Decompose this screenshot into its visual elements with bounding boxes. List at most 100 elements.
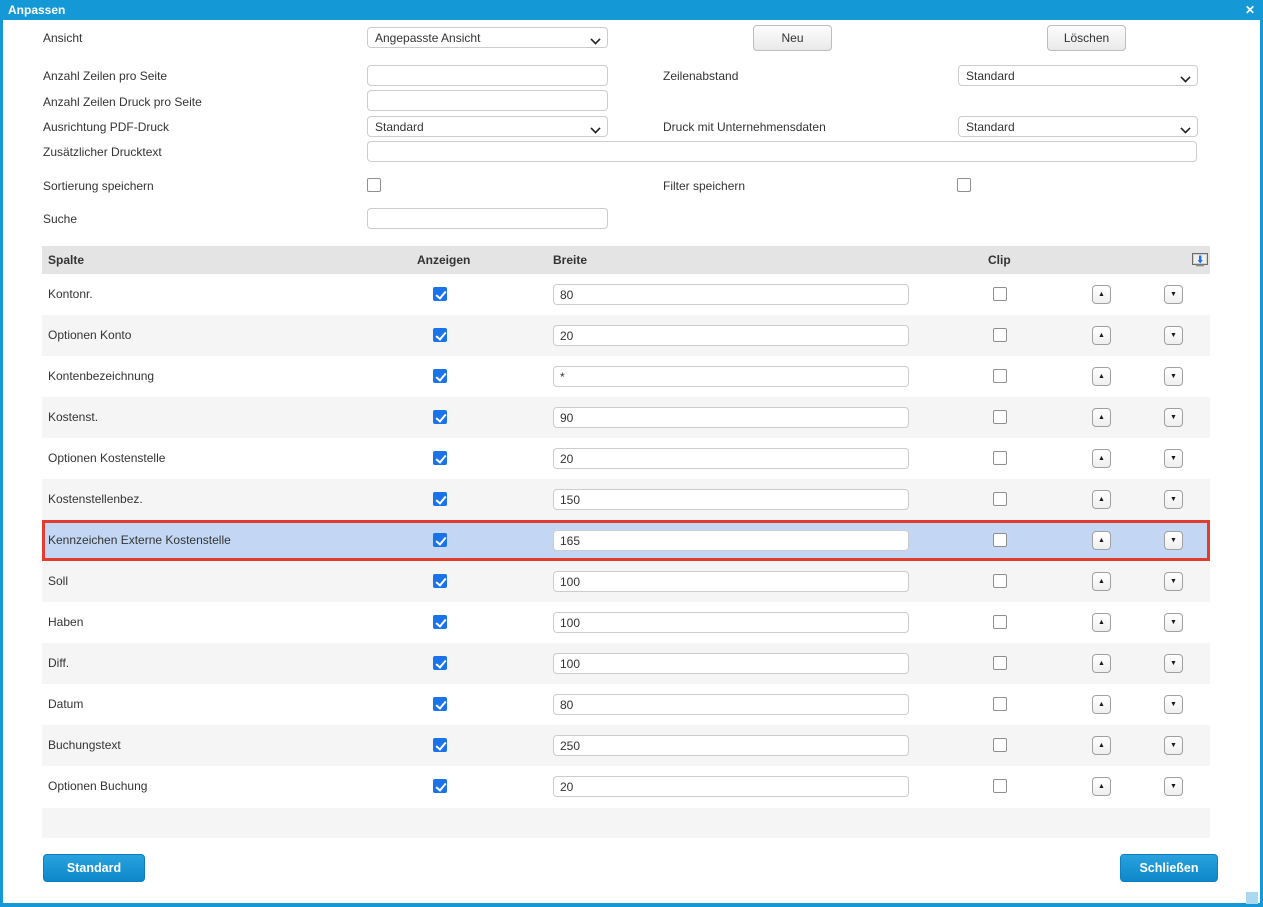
anzeigen-checkbox[interactable] <box>433 574 447 588</box>
move-down-button[interactable]: ▼ <box>1164 777 1183 796</box>
table-row[interactable]: Optionen Kostenstelle ▲ ▼ <box>42 438 1210 479</box>
move-up-button[interactable]: ▲ <box>1092 367 1111 386</box>
standard-button[interactable]: Standard <box>43 854 145 882</box>
filter-checkbox[interactable] <box>957 178 971 192</box>
table-row[interactable]: Haben ▲ ▼ <box>42 602 1210 643</box>
drucktext-input[interactable] <box>367 141 1197 162</box>
move-up-button[interactable]: ▲ <box>1092 695 1111 714</box>
clip-checkbox[interactable] <box>993 328 1007 342</box>
table-row[interactable]: Kontonr. ▲ ▼ <box>42 274 1210 315</box>
anzeigen-checkbox[interactable] <box>433 779 447 793</box>
move-down-button[interactable]: ▼ <box>1164 408 1183 427</box>
clip-checkbox[interactable] <box>993 615 1007 629</box>
sortierung-checkbox[interactable] <box>367 178 381 192</box>
clip-checkbox[interactable] <box>993 451 1007 465</box>
anzeigen-checkbox[interactable] <box>433 451 447 465</box>
up-arrow-icon: ▲ <box>1098 496 1105 503</box>
schliessen-button[interactable]: Schließen <box>1120 854 1218 882</box>
resize-grip[interactable] <box>1246 892 1258 904</box>
table-row[interactable]: Kennzeichen Externe Kostenstelle ▲ ▼ <box>42 520 1210 561</box>
clip-checkbox[interactable] <box>993 656 1007 670</box>
druck-unternehmensdaten-select[interactable]: Standard <box>958 116 1198 137</box>
anzahl-zeilen-input[interactable] <box>367 65 608 86</box>
move-up-button[interactable]: ▲ <box>1092 777 1111 796</box>
clip-checkbox[interactable] <box>993 492 1007 506</box>
close-icon[interactable]: ✕ <box>1244 3 1255 17</box>
move-up-button[interactable]: ▲ <box>1092 490 1111 509</box>
table-row[interactable]: Soll ▲ ▼ <box>42 561 1210 602</box>
move-up-button[interactable]: ▲ <box>1092 736 1111 755</box>
move-down-button[interactable]: ▼ <box>1164 736 1183 755</box>
table-row[interactable]: Optionen Buchung ▲ ▼ <box>42 766 1210 807</box>
anzeigen-checkbox[interactable] <box>433 533 447 547</box>
move-down-button[interactable]: ▼ <box>1164 572 1183 591</box>
move-down-button[interactable]: ▼ <box>1164 285 1183 304</box>
clip-checkbox[interactable] <box>993 697 1007 711</box>
breite-input[interactable] <box>553 407 909 428</box>
ausrichtung-pdf-select[interactable]: Standard <box>367 116 608 137</box>
move-up-button[interactable]: ▲ <box>1092 285 1111 304</box>
move-down-button[interactable]: ▼ <box>1164 326 1183 345</box>
breite-input[interactable] <box>553 530 909 551</box>
clip-checkbox[interactable] <box>993 410 1007 424</box>
clip-checkbox[interactable] <box>993 738 1007 752</box>
anzeigen-checkbox[interactable] <box>433 287 447 301</box>
move-up-button[interactable]: ▲ <box>1092 531 1111 550</box>
table-row[interactable]: Kontenbezeichnung ▲ ▼ <box>42 356 1210 397</box>
chevron-down-icon <box>1181 73 1189 81</box>
ansicht-label: Ansicht <box>43 31 83 45</box>
breite-input[interactable] <box>553 694 909 715</box>
anzeigen-checkbox[interactable] <box>433 697 447 711</box>
column-config-icon[interactable] <box>1192 253 1208 267</box>
move-down-button[interactable]: ▼ <box>1164 654 1183 673</box>
move-down-button[interactable]: ▼ <box>1164 490 1183 509</box>
anzeigen-checkbox[interactable] <box>433 656 447 670</box>
anzeigen-checkbox[interactable] <box>433 615 447 629</box>
clip-checkbox[interactable] <box>993 287 1007 301</box>
druck-unternehmensdaten-select-value: Standard <box>966 119 1015 134</box>
breite-input[interactable] <box>553 653 909 674</box>
table-row[interactable]: Buchungstext ▲ ▼ <box>42 725 1210 766</box>
breite-input[interactable] <box>553 489 909 510</box>
move-up-button[interactable]: ▲ <box>1092 654 1111 673</box>
move-up-button[interactable]: ▲ <box>1092 572 1111 591</box>
table-row[interactable]: Kostenst. ▲ ▼ <box>42 397 1210 438</box>
breite-input[interactable] <box>553 448 909 469</box>
suche-input[interactable] <box>367 208 608 229</box>
anzeigen-checkbox[interactable] <box>433 328 447 342</box>
move-up-button[interactable]: ▲ <box>1092 408 1111 427</box>
breite-input[interactable] <box>553 612 909 633</box>
move-down-button[interactable]: ▼ <box>1164 449 1183 468</box>
breite-input[interactable] <box>553 735 909 756</box>
move-up-button[interactable]: ▲ <box>1092 613 1111 632</box>
table-row[interactable]: Kostenstellenbez. ▲ ▼ <box>42 479 1210 520</box>
neu-button[interactable]: Neu <box>753 25 832 51</box>
table-row[interactable]: Datum ▲ ▼ <box>42 684 1210 725</box>
clip-checkbox[interactable] <box>993 533 1007 547</box>
move-up-button[interactable]: ▲ <box>1092 326 1111 345</box>
breite-input[interactable] <box>553 776 909 797</box>
table-row[interactable]: Optionen Konto ▲ ▼ <box>42 315 1210 356</box>
loeschen-button[interactable]: Löschen <box>1047 25 1126 51</box>
anzeigen-checkbox[interactable] <box>433 369 447 383</box>
table-row[interactable]: Diff. ▲ ▼ <box>42 643 1210 684</box>
move-up-button[interactable]: ▲ <box>1092 449 1111 468</box>
anzeigen-checkbox[interactable] <box>433 410 447 424</box>
move-down-button[interactable]: ▼ <box>1164 531 1183 550</box>
anzeigen-checkbox[interactable] <box>433 492 447 506</box>
move-down-button[interactable]: ▼ <box>1164 613 1183 632</box>
anzeigen-checkbox[interactable] <box>433 738 447 752</box>
clip-checkbox[interactable] <box>993 779 1007 793</box>
clip-checkbox[interactable] <box>993 574 1007 588</box>
anzahl-zeilen-druck-input[interactable] <box>367 90 608 111</box>
breite-input[interactable] <box>553 571 909 592</box>
down-arrow-icon: ▼ <box>1170 742 1177 749</box>
zeilenabstand-select[interactable]: Standard <box>958 65 1198 86</box>
breite-input[interactable] <box>553 366 909 387</box>
move-down-button[interactable]: ▼ <box>1164 695 1183 714</box>
ansicht-select[interactable]: Angepasste Ansicht <box>367 27 608 48</box>
breite-input[interactable] <box>553 325 909 346</box>
move-down-button[interactable]: ▼ <box>1164 367 1183 386</box>
clip-checkbox[interactable] <box>993 369 1007 383</box>
breite-input[interactable] <box>553 284 909 305</box>
